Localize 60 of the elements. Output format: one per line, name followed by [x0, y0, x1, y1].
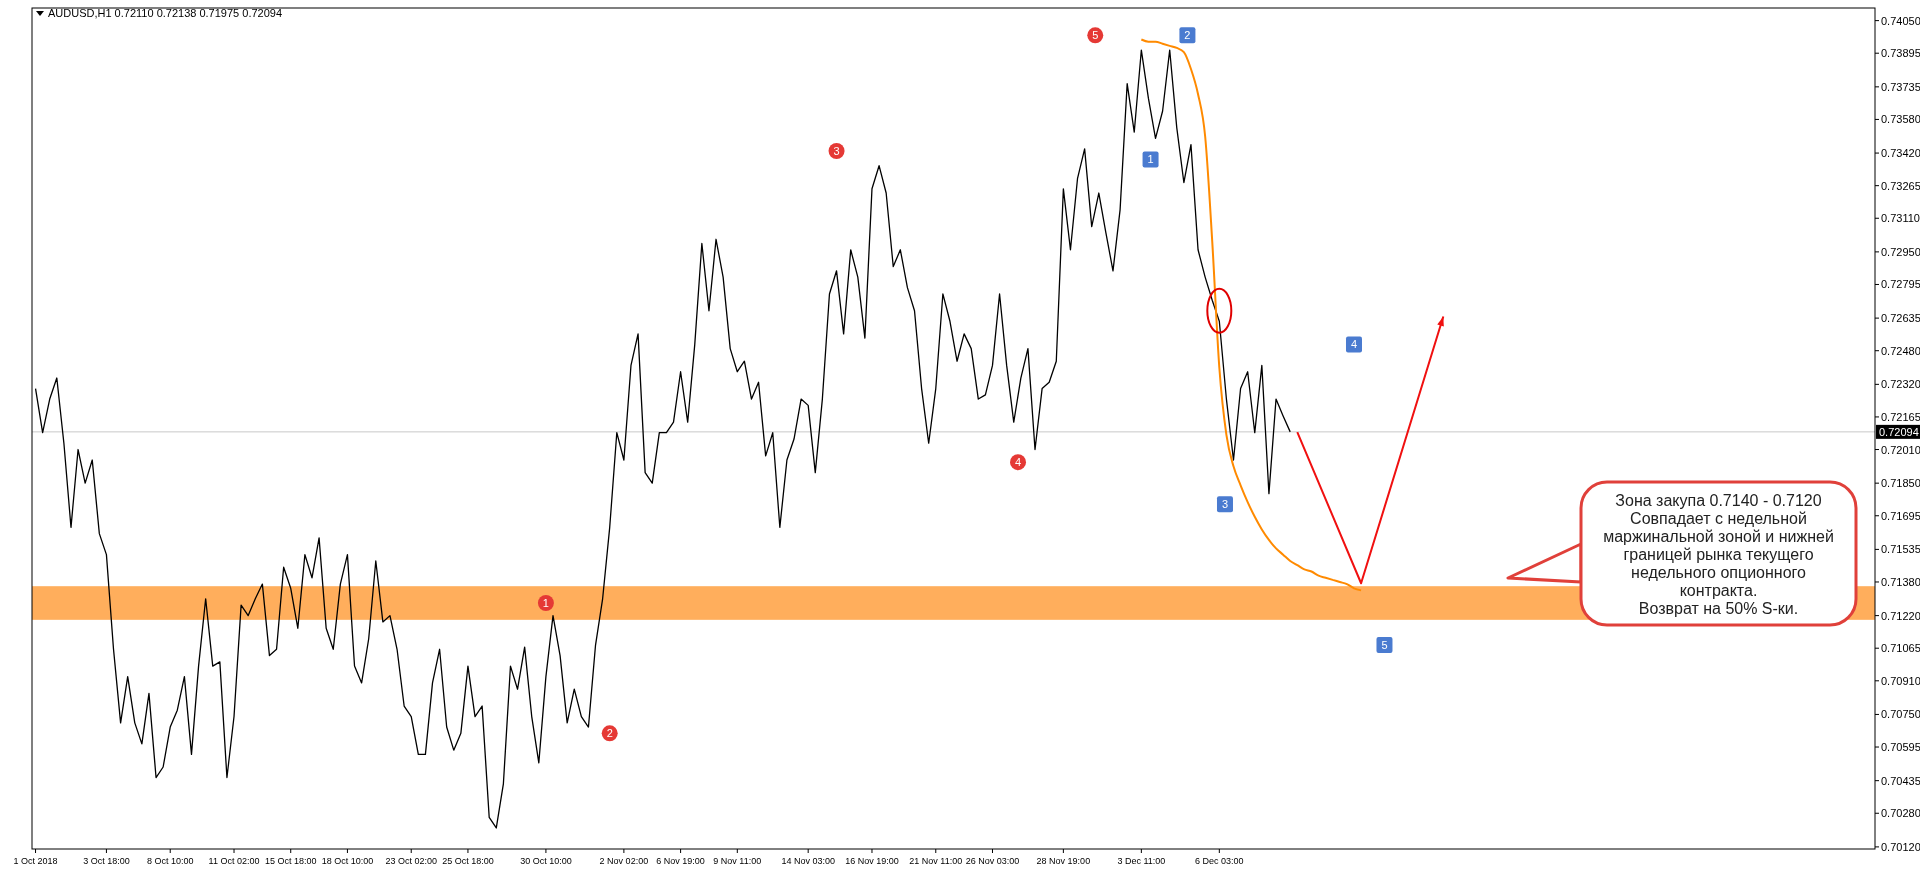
x-tick-label: 16 Nov 19:00 — [845, 856, 899, 866]
y-tick-label: 0.72320 — [1881, 378, 1920, 391]
annotation: 3 — [1221, 498, 1229, 511]
y-tick-label: 0.71695 — [1881, 509, 1920, 522]
annotation: 5 — [1092, 29, 1099, 42]
annotation: 4 — [1350, 338, 1358, 351]
x-tick-label: 28 Nov 19:00 — [1036, 856, 1091, 866]
x-tick-label: 18 Oct 10:00 — [321, 856, 374, 866]
y-tick-label: 0.70435 — [1881, 774, 1920, 787]
y-tick-label: 0.73110 — [1881, 212, 1920, 225]
line-series — [1140, 38, 1363, 592]
y-tick-label: 0.71380 — [1881, 575, 1920, 588]
chart-title: AUDUSD,H1 0.72110 0.72138 0.71975 0.72094 — [48, 7, 283, 19]
y-tick-label: 0.72165 — [1881, 410, 1920, 423]
y-tick-label: 0.72010 — [1881, 443, 1920, 456]
x-tick-label: 30 Oct 10:00 — [520, 856, 572, 866]
y-tick-label: 0.73420 — [1881, 147, 1920, 160]
y-tick-label: 0.70120 — [1881, 840, 1920, 853]
annotation: 5 — [1381, 639, 1388, 652]
x-tick-label: 3 Dec 11:00 — [1117, 856, 1166, 866]
x-tick-label: 23 Oct 02:00 — [385, 856, 438, 866]
line-series — [34, 49, 1291, 829]
annotation: 2 — [1184, 29, 1191, 42]
annotation: 2 — [606, 727, 613, 740]
y-tick-label: 0.73580 — [1881, 113, 1920, 126]
y-tick-label: 0.72480 — [1881, 344, 1920, 357]
x-tick-label: 3 Oct 18:00 — [83, 856, 130, 866]
y-tick-label: 0.72950 — [1881, 245, 1920, 258]
x-tick-label: 1 Oct 2018 — [13, 856, 58, 866]
x-tick-label: 15 Oct 18:00 — [264, 856, 317, 866]
y-tick-label: 0.74050 — [1881, 14, 1920, 27]
y-tick-label: 0.73895 — [1881, 47, 1920, 60]
x-tick-label: 26 Nov 03:00 — [965, 856, 1020, 866]
y-tick-label: 0.71850 — [1881, 477, 1920, 490]
y-tick-label: 0.73735 — [1881, 80, 1920, 93]
y-tick-label: 0.71065 — [1881, 642, 1920, 655]
ref-line-label: 0.72094 — [1879, 425, 1919, 438]
x-tick-label: 25 Oct 18:00 — [442, 856, 494, 866]
x-tick-label: 6 Nov 19:00 — [656, 856, 705, 866]
annotation: 4 — [1014, 456, 1022, 469]
y-tick-label: 0.70280 — [1881, 807, 1920, 820]
y-tick-label: 0.70910 — [1881, 674, 1920, 687]
x-tick-label: 14 Nov 03:00 — [781, 856, 835, 866]
y-tick-label: 0.72795 — [1881, 278, 1920, 291]
y-tick-label: 0.73265 — [1881, 179, 1920, 192]
y-tick-label: 0.71220 — [1881, 609, 1920, 622]
x-tick-label: 21 Nov 11:00 — [909, 856, 963, 866]
annotation: Зона закупа 0.7140 - 0.7120 Совпадает с недельной маржинальной зоной и нижней границей рынка текущего недельного опционного контракта. Возврат на 50% S-ки. — [1603, 492, 1834, 617]
y-tick-label: 0.71535 — [1881, 543, 1920, 556]
y-tick-label: 0.72635 — [1881, 312, 1920, 325]
x-tick-label: 8 Oct 10:00 — [146, 856, 194, 866]
annotation: 3 — [833, 144, 840, 157]
x-tick-label: 11 Oct 02:00 — [208, 856, 260, 866]
x-tick-label: 6 Dec 03:00 — [1195, 856, 1244, 866]
y-tick-label: 0.70595 — [1881, 741, 1920, 754]
x-tick-label: 9 Nov 11:00 — [713, 856, 762, 866]
x-tick-label: 2 Nov 02:00 — [599, 856, 649, 866]
y-tick-label: 0.70750 — [1881, 708, 1920, 721]
annotation: 1 — [1147, 153, 1154, 166]
annotation: 1 — [542, 597, 549, 610]
